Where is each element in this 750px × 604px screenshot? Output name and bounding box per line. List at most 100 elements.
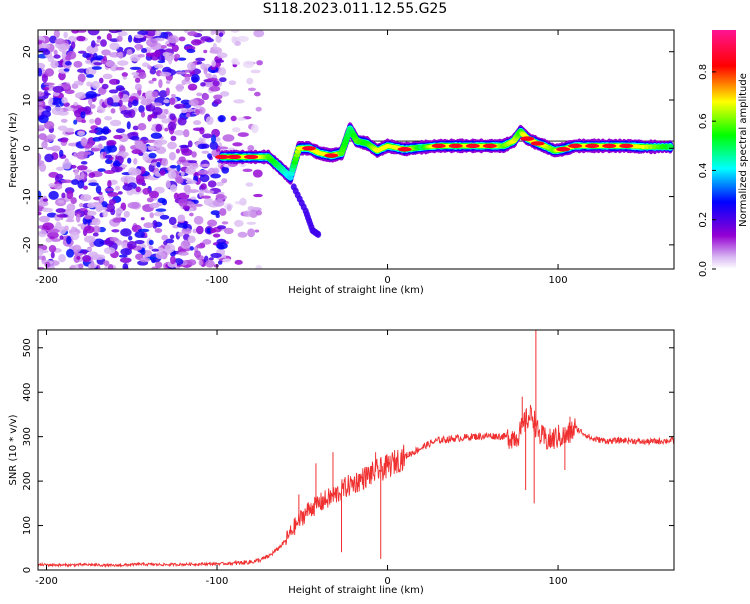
noise-blob <box>91 147 102 152</box>
noise-blob <box>230 115 237 122</box>
noise-blob <box>154 63 164 69</box>
noise-blob <box>38 215 50 223</box>
noise-blob <box>116 87 126 91</box>
noise-blob <box>80 194 92 202</box>
noise-blob <box>212 199 225 207</box>
noise-blob <box>215 193 225 199</box>
noise-blob <box>200 195 212 199</box>
noise-blob <box>148 190 160 199</box>
noise-blob <box>85 91 97 99</box>
noise-blob <box>209 85 221 92</box>
noise-blob <box>53 54 61 59</box>
noise-blob <box>118 254 128 258</box>
noise-blob <box>233 99 245 104</box>
noise-blob <box>206 77 218 82</box>
noise-blob <box>255 210 262 216</box>
noise-blob <box>207 180 217 188</box>
noise-blob <box>108 89 119 94</box>
noise-blob <box>42 198 49 202</box>
noise-blob <box>187 160 198 164</box>
noise-blob <box>208 257 214 261</box>
snr-axes: -200 -100 0 100 0 100 200 300 400 500 <box>22 330 674 587</box>
noise-blob <box>187 31 198 37</box>
noise-blob <box>140 47 148 54</box>
noise-blob <box>131 168 142 176</box>
noise-blob <box>126 121 131 130</box>
noise-blob <box>73 60 83 68</box>
noise-blob <box>67 210 76 217</box>
noise-blob <box>86 74 94 78</box>
noise-blob <box>87 210 97 216</box>
noise-blob <box>50 60 59 69</box>
noise-blob <box>149 212 154 219</box>
noise-blob <box>107 192 119 197</box>
spectrogram-x-tick-label: -200 <box>35 275 58 286</box>
snr-y-tick-label: 200 <box>22 472 33 491</box>
noise-blob <box>151 248 159 252</box>
noise-blob <box>92 225 101 234</box>
noise-blob <box>42 86 50 91</box>
noise-blob <box>132 125 139 131</box>
noise-blob <box>237 132 249 137</box>
noise-blob <box>93 254 106 260</box>
noise-blob <box>179 144 190 149</box>
noise-blob <box>137 54 146 58</box>
noise-blob <box>177 57 187 61</box>
noise-blob <box>70 41 76 50</box>
noise-blob <box>196 92 203 97</box>
noise-blob <box>139 257 151 263</box>
noise-blob <box>53 49 58 56</box>
noise-blob <box>88 182 99 187</box>
snr-panel: -200 -100 0 100 0 100 200 300 400 500 Height of s… <box>8 329 675 596</box>
noise-blob <box>73 80 83 85</box>
noise-blob <box>140 143 147 153</box>
noise-blob <box>195 108 200 116</box>
noise-blob <box>84 169 93 173</box>
noise-blob <box>70 164 77 169</box>
noise-blob <box>76 165 88 171</box>
noise-blob <box>115 66 125 71</box>
noise-blob <box>148 245 154 250</box>
noise-blob <box>38 40 43 45</box>
noise-blob <box>169 184 178 193</box>
noise-blob <box>70 197 77 205</box>
noise-blob <box>126 49 133 56</box>
noise-blob <box>70 104 83 109</box>
noise-blob <box>76 30 87 33</box>
noise-blob <box>122 183 133 191</box>
noise-blob <box>44 261 51 268</box>
noise-blob <box>161 157 169 167</box>
noise-blob <box>91 218 101 226</box>
noise-blob <box>168 151 176 161</box>
noise-blob <box>104 188 115 192</box>
noise-blob <box>83 185 88 190</box>
noise-blob <box>55 173 64 180</box>
noise-blob <box>120 175 132 183</box>
noise-blob <box>108 199 116 205</box>
noise-blob <box>230 30 240 33</box>
noise-blob <box>226 204 232 212</box>
noise-blob <box>210 228 217 234</box>
noise-blob <box>80 137 88 147</box>
noise-blob <box>84 235 96 243</box>
noise-blob <box>149 114 155 119</box>
trace-core <box>619 143 634 149</box>
trace-blob <box>666 145 674 149</box>
noise-blob <box>186 259 197 266</box>
noise-blob <box>109 42 120 51</box>
noise-blob <box>249 209 258 218</box>
noise-blob <box>90 260 95 269</box>
noise-blob <box>193 215 204 225</box>
noise-blob <box>246 221 257 225</box>
noise-blob <box>66 235 72 245</box>
noise-blob <box>38 266 45 269</box>
noise-blob <box>232 127 241 133</box>
noise-blob <box>169 113 176 121</box>
noise-blob <box>237 231 248 238</box>
noise-blob <box>243 210 252 217</box>
noise-blob <box>115 207 124 214</box>
noise-blob <box>118 91 124 99</box>
noise-blob <box>108 78 120 85</box>
snr-series <box>38 330 674 568</box>
noise-blob <box>201 150 210 154</box>
